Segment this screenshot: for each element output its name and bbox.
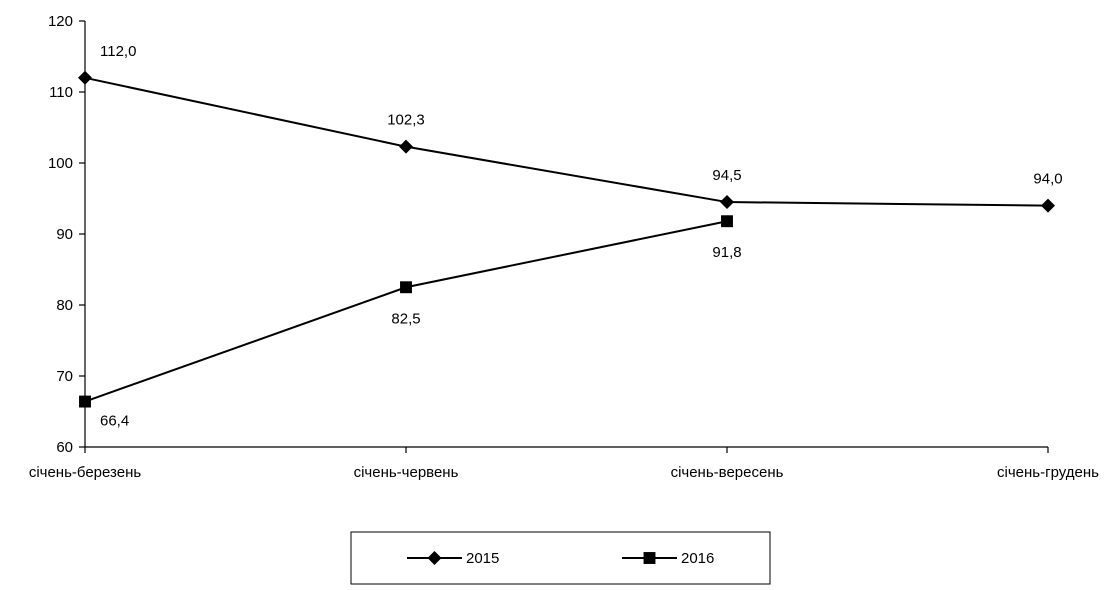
data-label-2016: 91,8	[712, 244, 741, 261]
legend-label-2016: 2016	[681, 550, 714, 567]
legend-marker-2015	[427, 551, 442, 565]
y-tick-label: 100	[48, 155, 73, 172]
data-label-2015: 102,3	[387, 112, 425, 129]
x-tick-label: січень-березень	[29, 464, 142, 481]
data-point-2016	[400, 281, 412, 294]
y-tick-label: 70	[56, 368, 73, 385]
legend: 2015 2016	[350, 531, 771, 585]
y-tick-label: 110	[49, 84, 73, 101]
legend-marker-2016	[643, 552, 656, 564]
data-label-2015: 94,0	[1033, 171, 1062, 188]
x-tick-label: січень-грудень	[997, 464, 1099, 481]
y-tick-label: 90	[56, 226, 73, 243]
data-point-2016	[79, 395, 91, 408]
data-point-2015	[78, 70, 92, 85]
x-tick-label: січень-червень	[354, 464, 459, 481]
y-tick-label: 80	[56, 297, 73, 314]
y-tick-label: 60	[56, 439, 73, 456]
y-tick-label: 120	[48, 13, 73, 30]
data-point-2015	[399, 139, 413, 154]
data-label-2016: 66,4	[100, 413, 129, 430]
x-tick-label: січень-вересень	[671, 464, 784, 481]
axes: 60 70 80 90 100 110 120 січень-березень січень-ч…	[29, 13, 1099, 481]
data-label-2015: 94,5	[712, 167, 741, 184]
data-point-2015	[720, 195, 734, 210]
series-layer	[78, 70, 1055, 408]
series-line-2015	[84, 76, 1049, 207]
data-label-2015: 112,0	[100, 43, 136, 60]
data-label-2016: 82,5	[391, 310, 420, 327]
data-labels: 112,0 102,3 94,5 94,0 66,4 82,5 91,8	[100, 43, 1063, 430]
data-point-2015	[1041, 198, 1055, 213]
data-point-2016	[721, 215, 733, 228]
legend-label-2015: 2015	[466, 550, 499, 567]
